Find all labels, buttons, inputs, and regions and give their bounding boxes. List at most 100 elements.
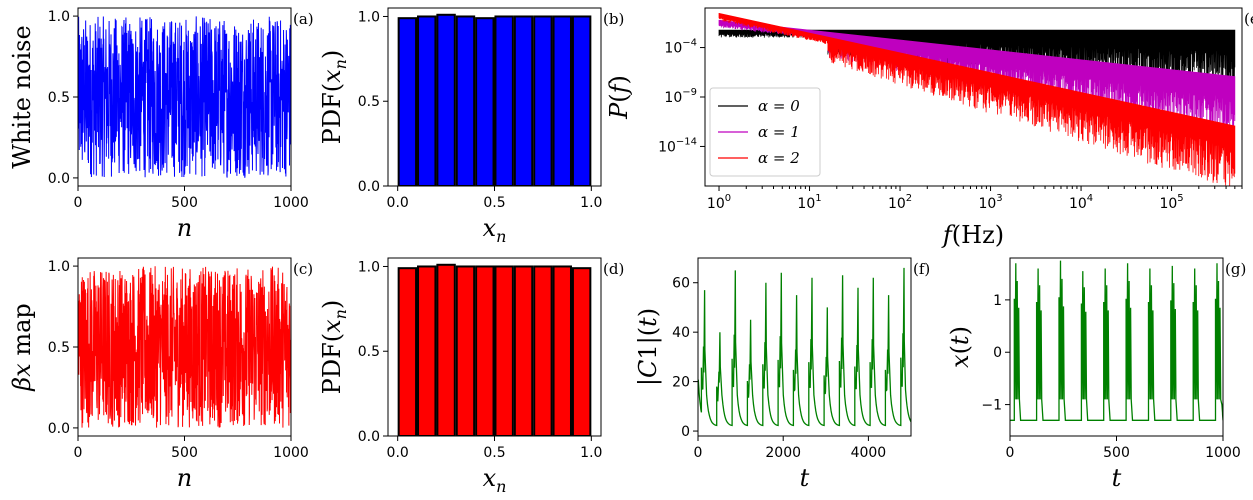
y-tick-label: 0.0 <box>48 421 70 437</box>
x-axis-label: t <box>1112 464 1122 492</box>
bar <box>533 15 553 186</box>
legend-box <box>709 87 821 177</box>
y-tick-label: 60 <box>672 276 690 292</box>
bar <box>475 17 495 186</box>
series-line <box>78 16 291 178</box>
x-tick-label: 500 <box>1103 445 1130 461</box>
x-tick-label: 0.5 <box>483 445 505 461</box>
x-tick-label: 500 <box>171 195 198 211</box>
y-tick-label: 0.0 <box>358 179 380 195</box>
y-tick-label: 1.0 <box>48 9 70 25</box>
y-tick-label: 0.5 <box>48 90 70 106</box>
y-axis-label: βx map <box>8 303 36 391</box>
bar <box>571 267 592 436</box>
panel-b: 0.0 0.5 1.0 0.0 0.5 1.0 (b) xn PDF(xn) <box>318 7 624 246</box>
y-tick-label: 0.0 <box>48 171 70 187</box>
series-line-alpha-1 <box>718 19 1236 136</box>
y-tick-label: 0.5 <box>358 344 380 360</box>
x-tick-label: 1000 <box>273 445 309 461</box>
y-tick-label: 10−9 <box>664 87 697 106</box>
plot-area-a <box>78 16 291 178</box>
x-axis-label: n <box>177 214 192 242</box>
y-tick-label: 10−14 <box>658 136 697 155</box>
x-tick-label: 103 <box>978 193 1002 212</box>
bar <box>494 265 514 436</box>
x-tick-label: 0.0 <box>387 445 409 461</box>
y-axis-label: |C1|(t) <box>634 308 663 386</box>
plot-area-c <box>78 266 291 428</box>
y-axis-label: PDF(xn) <box>318 300 350 395</box>
bar <box>436 13 456 186</box>
panel-a: 0 500 1000 0.0 0.5 1.0 (a) n White noise <box>8 7 314 242</box>
x-tick-label: 2000 <box>765 445 801 461</box>
y-axis-label: P(f) <box>605 75 633 120</box>
bar <box>455 265 476 436</box>
panel-e: 100 101 102 103 104 105 10−14 10−9 10−4 (e) f(Hz) P… <box>605 7 1253 249</box>
bar <box>494 15 514 186</box>
x-tick-label: 0 <box>694 445 703 461</box>
series-line <box>698 267 911 427</box>
x-axis-label: n <box>177 464 192 492</box>
bar <box>397 17 418 186</box>
y-tick-label: 40 <box>672 325 690 341</box>
bar <box>552 15 572 186</box>
bar <box>571 15 592 186</box>
x-tick-label: 104 <box>1069 193 1093 212</box>
panel-label: (f) <box>913 260 930 278</box>
plot-area-b <box>397 13 592 186</box>
panel-d: 0.0 0.5 1.0 0.0 0.5 1.0 (d) xn PDF(xn) <box>318 257 624 496</box>
y-tick-label: 10−4 <box>664 38 697 57</box>
x-tick-label: 102 <box>888 193 912 212</box>
x-tick-label: 500 <box>171 445 198 461</box>
bar <box>397 267 418 436</box>
plot-area-d <box>397 263 592 436</box>
panel-c: 0 500 1000 0.0 0.5 1.0 (c) n βx map <box>8 257 313 492</box>
x-tick-label: 105 <box>1159 193 1183 212</box>
y-tick-label: 1.0 <box>358 259 380 275</box>
y-axis-label: White noise <box>8 25 36 168</box>
legend-label: α = 2 <box>758 149 800 167</box>
y-tick-label: 0 <box>993 345 1002 361</box>
panel-label: (a) <box>293 10 314 28</box>
x-tick-label: 1.0 <box>580 195 602 211</box>
y-tick-label: 1.0 <box>358 9 380 25</box>
x-tick-label: 101 <box>797 193 821 212</box>
x-tick-label: 100 <box>707 193 731 212</box>
bar <box>455 15 476 186</box>
series-line-alpha-2 <box>718 12 1236 186</box>
x-tick-label: 0.0 <box>387 195 409 211</box>
y-axis-label: x(t) <box>946 326 974 368</box>
bar <box>417 265 437 436</box>
series-line <box>1010 260 1223 421</box>
x-tick-label: 0 <box>74 445 83 461</box>
panel-label: (e) <box>1244 10 1253 28</box>
bar <box>417 15 437 186</box>
legend-label: α = 1 <box>758 123 800 141</box>
panel-label: (d) <box>603 260 624 278</box>
x-tick-label: 1000 <box>1205 445 1241 461</box>
plot-area-f <box>698 267 911 427</box>
bar <box>475 265 495 436</box>
y-tick-label: −1 <box>981 398 1002 414</box>
x-axis-label: xn <box>483 464 507 496</box>
y-tick-label: 0.0 <box>358 429 380 445</box>
bar <box>513 265 534 436</box>
bar <box>436 263 456 436</box>
bar <box>513 15 534 186</box>
x-tick-label: 1000 <box>273 195 309 211</box>
y-tick-label: 20 <box>672 375 690 391</box>
panel-label: (b) <box>603 10 624 28</box>
y-tick-label: 0 <box>681 424 690 440</box>
x-tick-label: 0 <box>74 195 83 211</box>
y-tick-label: 0.5 <box>358 94 380 110</box>
x-axis-label: f(Hz) <box>941 221 1004 249</box>
y-tick-label: 1 <box>993 293 1002 309</box>
panel-label: (g) <box>1225 260 1246 278</box>
bar <box>533 265 553 436</box>
x-axis-label: xn <box>483 214 507 246</box>
panel-f: 0 2000 4000 0 20 40 60 (f) t |C1|(t) <box>634 257 930 492</box>
x-tick-label: 4000 <box>851 445 887 461</box>
y-tick-label: 0.5 <box>48 340 70 356</box>
legend-label: α = 0 <box>758 97 800 115</box>
